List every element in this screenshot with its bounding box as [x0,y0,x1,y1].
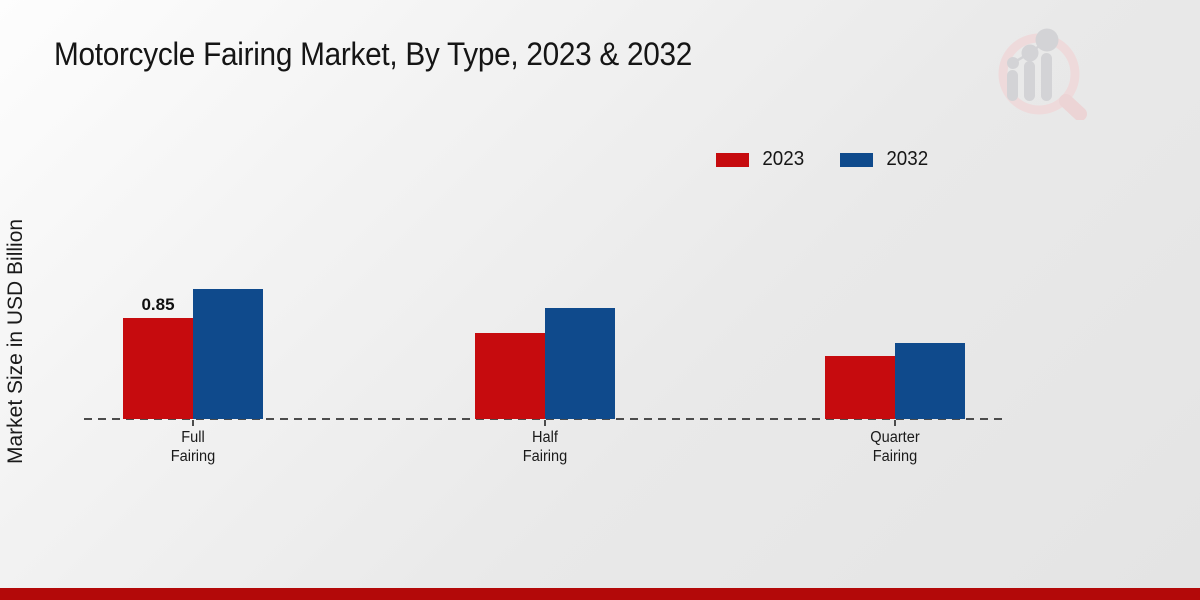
x-axis-tick-full-fairing [192,420,194,426]
legend-item-2032: 2032 [839,148,930,171]
bar-2032-full-fairing [193,289,263,419]
legend-swatch-2023 [716,152,749,167]
legend-label-2023: 2023 [762,148,805,170]
legend: 2023 2032 [716,148,929,171]
bar-2023-full-fairing [123,318,193,419]
x-axis-tick-quarter-fairing [894,420,896,426]
x-axis-label-quarter-fairing: Quarter Fairing [870,429,920,465]
bar-value-label-2023-full-fairing: 0.85 [141,295,175,314]
x-axis-tick-half-fairing [544,420,546,426]
legend-swatch-2032 [839,152,873,167]
bar-2032-quarter-fairing [895,343,965,419]
legend-item-2023: 2023 [716,148,806,171]
footer-accent-bar [0,588,1200,600]
bar-2032-half-fairing [545,308,615,419]
x-axis-label-full-fairing: Full Fairing [170,429,216,465]
chart-title: Motorcycle Fairing Market, By Type, 2023… [54,36,693,72]
x-axis-label-half-fairing: Half Fairing [522,429,568,465]
legend-label-2032: 2032 [885,148,928,170]
x-axis-line [84,418,1007,420]
bar-2023-quarter-fairing [825,356,895,419]
magnifier-bar-chart-logo-icon [998,28,1087,120]
bar-2023-half-fairing [475,333,545,419]
